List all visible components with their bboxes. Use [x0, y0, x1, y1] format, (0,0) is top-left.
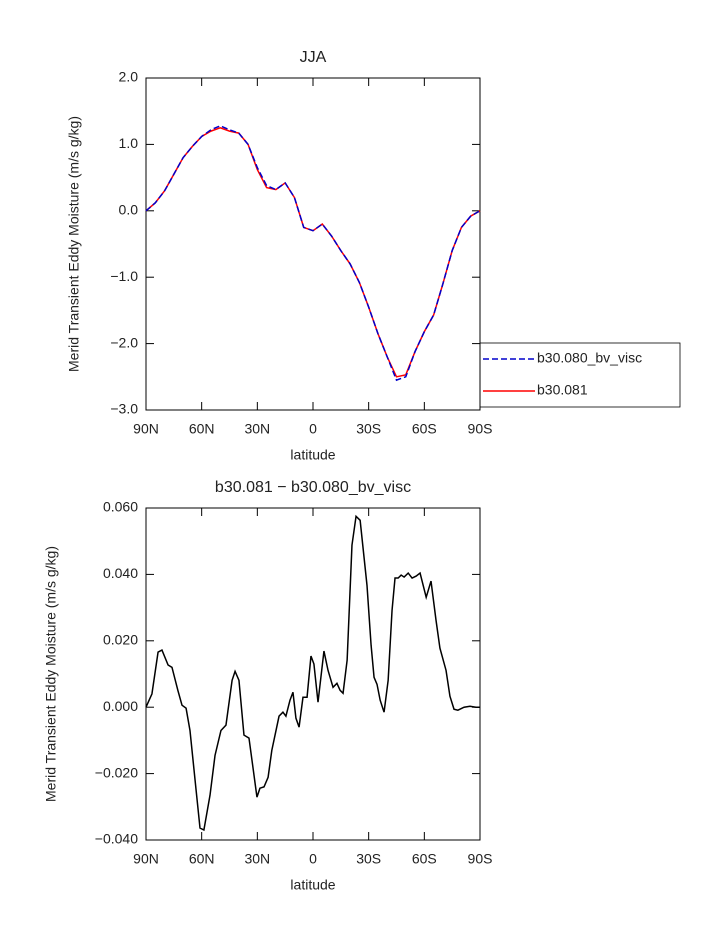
chart-title: JJA — [300, 49, 327, 66]
data-line — [145, 514, 480, 832]
x-tick-label: 30S — [356, 421, 381, 437]
y-tick-label: −1.0 — [110, 268, 138, 284]
legend-box — [479, 342, 681, 408]
y-tick-label: 0.040 — [103, 565, 138, 581]
x-tick-label: 60N — [189, 421, 215, 437]
x-tick-label: 60S — [412, 851, 437, 867]
x-tick-label: 30S — [356, 851, 381, 867]
x-tick-label: 90N — [133, 421, 159, 437]
x-tick-label: 60N — [189, 851, 215, 867]
chart-title: b30.081 − b30.080_bv_visc — [215, 479, 411, 496]
x-tick-label: 0 — [309, 421, 317, 437]
y-tick-label: 2.0 — [119, 69, 139, 85]
y-tick-label: 0.020 — [103, 632, 138, 648]
y-axis-label: Merid Transient Eddy Moisture (m/s g/kg) — [66, 116, 82, 372]
y-tick-label: −2.0 — [110, 334, 138, 350]
x-tick-label: 90S — [468, 421, 493, 437]
x-tick-label: 30N — [244, 851, 270, 867]
x-axis-label: latitude — [290, 877, 335, 893]
y-tick-label: 0.000 — [103, 698, 138, 714]
x-tick-label: 90N — [133, 851, 159, 867]
data-line — [145, 127, 481, 378]
x-axis-label: latitude — [290, 447, 335, 463]
y-tick-label: 0.0 — [119, 202, 139, 218]
legend-label: b30.080_bv_visc — [537, 350, 642, 366]
y-tick-label: 1.0 — [119, 135, 139, 151]
y-axis-label: Merid Transient Eddy Moisture (m/s g/kg) — [43, 546, 59, 802]
y-tick-label: −0.020 — [95, 764, 138, 780]
y-tick-label: −0.040 — [95, 831, 138, 847]
data-line — [145, 124, 481, 382]
y-tick-label: 0.060 — [103, 499, 138, 515]
y-tick-label: −3.0 — [110, 401, 138, 417]
plot-frame — [145, 77, 481, 411]
x-tick-label: 0 — [309, 851, 317, 867]
x-tick-label: 90S — [468, 851, 493, 867]
x-tick-label: 30N — [244, 421, 270, 437]
plot-frame — [145, 507, 481, 841]
legend-label: b30.081 — [537, 382, 588, 398]
x-tick-label: 60S — [412, 421, 437, 437]
